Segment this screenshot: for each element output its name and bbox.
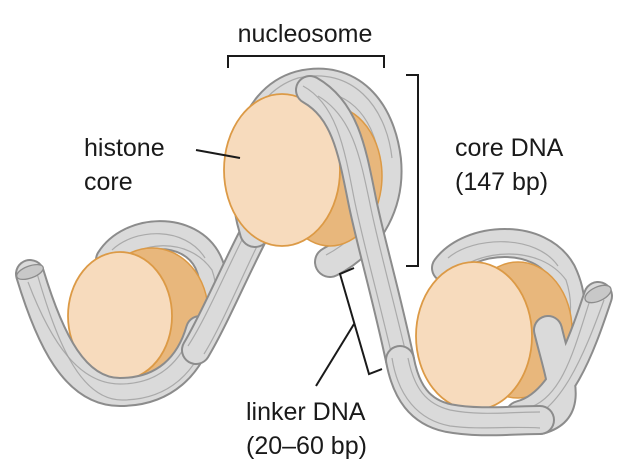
central-dna-front-wrap	[295, 75, 415, 375]
linker-dna-label-line2: (20–60 bp)	[246, 432, 367, 460]
left-dna-free-end	[16, 263, 44, 281]
left-dna-front-wrap	[15, 259, 215, 407]
histone-core-label-line1: histone	[84, 134, 165, 162]
nucleosome-label: nucleosome	[238, 20, 373, 48]
central-nucleosome	[223, 67, 415, 375]
core-dna-label-line2: (147 bp)	[455, 168, 548, 196]
right-histone-face	[415, 261, 533, 411]
core-dna-bracket	[406, 74, 419, 267]
right-dna-free-end	[584, 284, 612, 304]
nucleosome-bracket	[227, 55, 385, 68]
left-nucleosome	[15, 220, 230, 407]
central-histone-face	[223, 93, 341, 247]
linker-dna-right	[385, 345, 555, 437]
histone-core-label-line2: core	[84, 168, 133, 196]
linker-dna-bracket	[338, 267, 383, 376]
right-nucleosome	[415, 228, 613, 435]
linker-dna-leader-line	[315, 323, 355, 387]
core-dna-label-line1: core DNA	[455, 134, 564, 162]
linker-dna-label-line1: linker DNA	[246, 398, 366, 426]
histone-core-leader-line	[195, 149, 241, 159]
